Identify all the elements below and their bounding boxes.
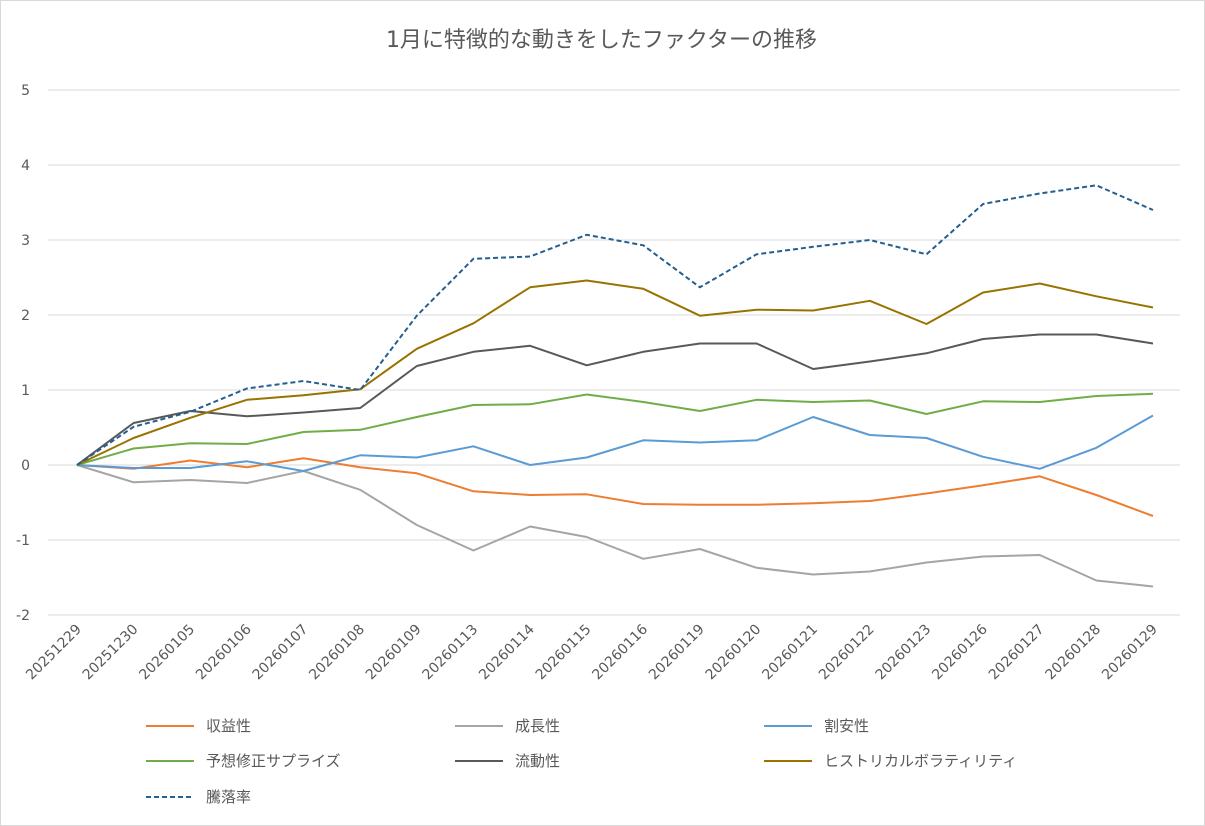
x-tick-label: 20260115 (533, 622, 595, 684)
series-line (76, 457, 1154, 517)
x-tick-label: 20260109 (363, 622, 425, 684)
x-tick-label: 20251230 (80, 622, 142, 684)
series-line (76, 392, 1154, 466)
y-tick-label: -2 (16, 608, 30, 624)
y-tick-label: 4 (21, 158, 30, 174)
legend-entry: 騰落率 (206, 788, 251, 806)
legend-entry: 流動性 (515, 752, 560, 770)
x-tick-label: 20260107 (250, 622, 312, 684)
y-tick-label: 1 (21, 383, 30, 399)
x-tick-label: 20260105 (136, 622, 198, 684)
legend-entry: 予想修正サプライズ (206, 752, 341, 770)
x-tick-label: 20260128 (1042, 622, 1104, 684)
y-tick-label: 2 (21, 308, 30, 324)
y-tick-label: -1 (16, 533, 30, 549)
series-line (76, 414, 1154, 472)
x-tick-label: 20260120 (703, 622, 765, 684)
x-tick-label: 20260116 (589, 621, 651, 683)
x-tick-label: 20260129 (1099, 622, 1161, 684)
x-tick-label: 20260106 (193, 621, 255, 683)
y-tick-label: 3 (21, 233, 30, 249)
series-line (76, 279, 1154, 466)
x-tick-label: 20260121 (759, 622, 821, 684)
x-tick-label: 20251229 (23, 622, 85, 684)
x-tick-label: 20260123 (873, 622, 935, 684)
legend-entry: 割安性 (824, 717, 869, 735)
y-tick-label: 5 (21, 83, 30, 99)
series-line (76, 184, 1154, 466)
legend-entry: 成長性 (515, 717, 560, 735)
y-tick-label: 0 (21, 458, 30, 474)
x-tick-label: 20260119 (646, 622, 708, 684)
chart-title: 1月に特徴的な動きをしたファクターの推移 (385, 28, 818, 53)
series-line (76, 333, 1154, 466)
x-tick-label: 20260108 (306, 622, 368, 684)
x-tick-label: 20260127 (986, 622, 1048, 684)
x-tick-label: 20260122 (816, 622, 878, 684)
series-line (76, 464, 1154, 588)
x-tick-label: 20260113 (420, 622, 482, 684)
x-tick-label: 20260126 (929, 621, 991, 683)
legend-entry: ヒストリカルボラティリティ (824, 752, 1017, 770)
legend-entry: 収益性 (206, 717, 251, 735)
x-tick-label: 20260114 (476, 621, 538, 683)
